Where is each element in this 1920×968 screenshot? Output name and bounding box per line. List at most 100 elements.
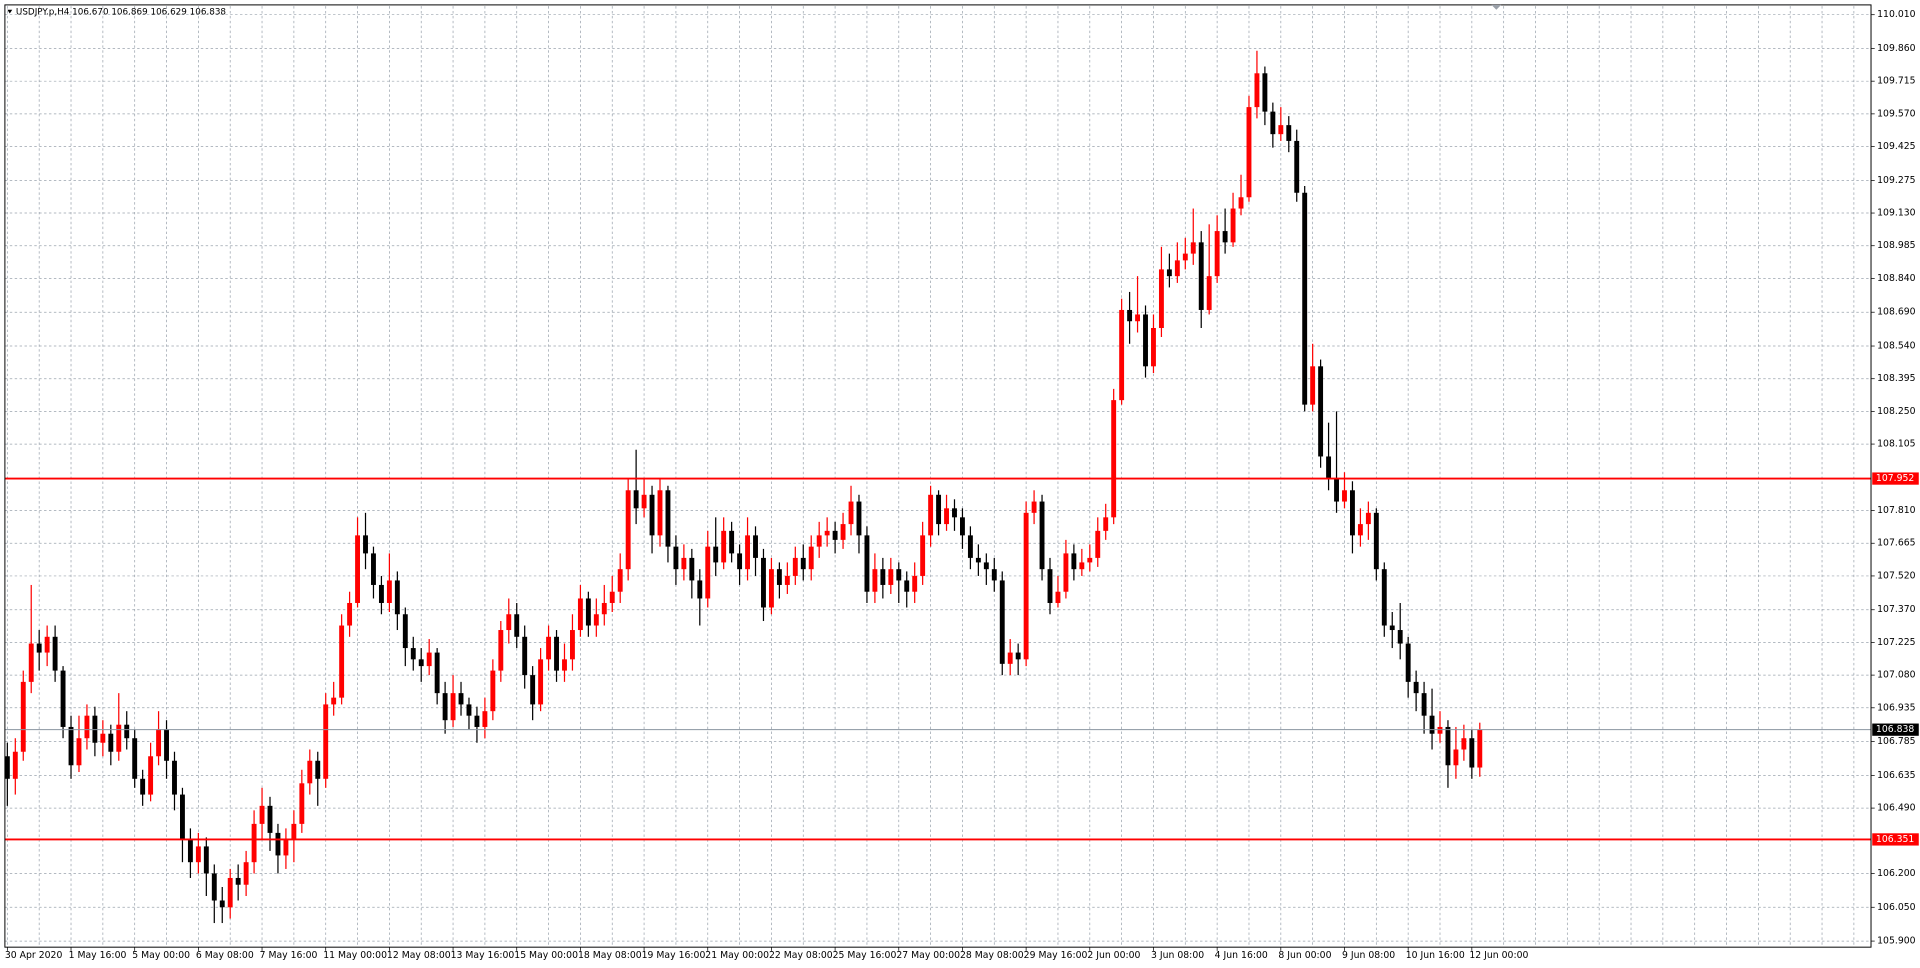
symbol-menu-icon[interactable] [7,9,13,14]
candle-body [140,778,146,795]
candle-body [713,546,719,563]
candle-body [1143,314,1148,367]
candle-body [585,598,591,626]
candle-body [530,675,536,705]
candle-body [960,517,965,536]
candle-body [609,591,615,603]
candle-body [1174,260,1180,277]
candle-body [1342,490,1347,502]
candle-body [840,524,846,540]
candle-body [1246,107,1252,198]
level-label-bg [1872,833,1919,846]
candle-body [641,494,647,509]
level-label-bg [1872,472,1919,485]
candle-body [673,546,679,570]
candle-body [633,490,639,509]
candle-body [697,580,703,599]
x-tick-label: 25 May 16:00 [833,950,897,961]
candle-body [355,535,360,603]
y-tick-label: 106.200 [1877,868,1916,879]
candle-body [800,557,806,570]
y-tick-label: 109.425 [1877,141,1916,152]
candle-body [1278,125,1284,135]
candle-body [617,569,623,592]
candle-body [195,846,201,863]
candle-body [1445,726,1451,766]
candle-body [912,575,918,592]
candle-body [363,535,368,554]
candle-body [1262,73,1268,112]
candle-body [100,733,106,743]
x-tick-label: 22 May 08:00 [769,950,833,961]
x-tick-label: 3 Jun 08:00 [1151,950,1204,961]
candle-body [1326,456,1332,480]
candle-body [315,760,321,779]
candle-body [474,715,480,727]
bid-label-bg [1872,723,1919,736]
candle-body [1461,738,1467,750]
candle-body [323,704,329,779]
candle-body [1158,269,1164,328]
candle-body [1405,643,1411,682]
y-tick-label: 108.840 [1877,273,1916,284]
candle-body [1119,309,1125,401]
candle-body [1190,242,1196,254]
candle-body [482,711,488,727]
y-tick-label: 107.225 [1877,637,1916,648]
candle-body [967,535,973,558]
candle-body [522,636,528,676]
candle-body [1198,242,1204,310]
candle-body [601,602,607,615]
candle-body [1007,652,1013,664]
candle-body [554,636,559,671]
candle-body [776,569,782,585]
x-tick-label: 4 Jun 16:00 [1215,950,1268,961]
y-tick-label: 108.690 [1877,307,1916,318]
candle-body [211,873,217,901]
x-tick-label: 29 May 16:00 [1024,950,1088,961]
candle-body [983,562,989,570]
x-tick-label: 15 May 00:00 [514,950,578,961]
y-tick-label: 107.810 [1877,505,1916,516]
candle-body [975,557,981,563]
candle-body [768,569,774,608]
candle-body [180,794,185,840]
candle-body [1469,738,1475,768]
candle-body [458,693,464,705]
candle-body [1103,517,1109,531]
x-tick-label: 12 May 08:00 [387,950,451,961]
candle-body [824,530,830,536]
candle-body [108,733,114,752]
candle-body [729,530,735,554]
x-tick-label: 13 May 16:00 [451,950,515,961]
candle-body [291,823,297,840]
candle-body [307,760,313,784]
candle-body [936,494,942,525]
candle-body [888,569,894,585]
candle-body [570,630,575,660]
candle-body [721,530,727,563]
y-tick-label: 105.900 [1877,936,1916,947]
candle-body [1047,569,1053,603]
candle-body [832,530,838,540]
candle-body [1182,253,1188,261]
candle-body [76,738,82,766]
candle-body [418,659,424,667]
candle-body [426,652,432,667]
candle-body [1015,652,1021,660]
candle-body [681,557,687,570]
candle-body [753,535,758,558]
candle-body [235,877,241,885]
candle-body [116,724,122,752]
level-label: 107.952 [1876,473,1914,484]
candle-body [1270,111,1276,135]
candle-body [920,535,926,576]
candle-body [378,584,384,603]
candle-body [816,535,822,547]
candle-body [856,501,862,536]
candle-body [761,557,766,608]
candles [4,50,1483,924]
candle-body [386,580,392,603]
